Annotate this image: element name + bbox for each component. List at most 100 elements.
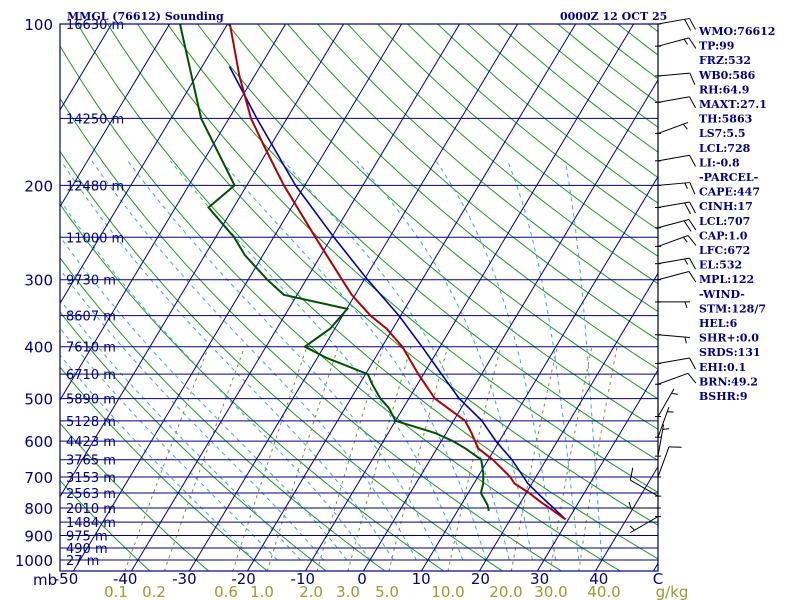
pressure-tick-label: 200	[24, 177, 53, 195]
mixing-ratio-line	[316, 346, 384, 571]
height-label: 16630 m	[66, 18, 124, 33]
index-entry: LFC:672	[699, 244, 750, 257]
temperature-axis-labels: -50 -40 -30 -20 -10 0 10 20 30 40 C	[54, 570, 663, 588]
mixing-ratio-tick-label: 40.0	[587, 583, 620, 600]
wind-barb	[655, 17, 696, 31]
dry-adiabat-line	[60, 97, 563, 571]
index-entry: CINH:17	[699, 200, 753, 213]
mixing-ratio-tick-label: 2.0	[299, 583, 323, 600]
dry-adiabat-line	[106, 24, 658, 526]
moist-adiabat-line	[221, 160, 487, 561]
pressure-tick-label: 900	[24, 527, 53, 545]
temperature-tick-label: 20	[471, 570, 490, 588]
wind-barb	[629, 516, 661, 534]
mixing-ratio-line	[163, 346, 246, 571]
wind-barb	[655, 424, 670, 457]
dry-adiabat-line	[377, 24, 658, 257]
moist-adiabat-line	[356, 160, 533, 561]
mixing-ratio-tick-label: g/kg	[656, 583, 689, 600]
dry-adiabat-line	[60, 479, 151, 571]
pressure-tick-label: 500	[24, 391, 53, 409]
pressure-tick-label: 400	[24, 339, 53, 357]
temperature-line	[228, 24, 567, 521]
isotherm-line	[536, 369, 658, 571]
temperature-tick-label: 0	[357, 570, 367, 588]
isotherm-line	[60, 24, 229, 305]
index-entry: TP:99	[699, 40, 734, 53]
wind-barb	[655, 301, 690, 309]
wind-barb	[655, 388, 678, 418]
isotherm-line	[60, 24, 287, 401]
index-entry: BSHR:9	[699, 390, 748, 403]
height-label: 12480 m	[66, 179, 124, 194]
height-label: 975 m	[66, 529, 108, 544]
height-labels: 16630 m 14250 m 12480 m 11000 m 9730 m 8607 m…	[66, 18, 124, 569]
mixing-ratio-tick-label: 1.0	[250, 583, 274, 600]
index-entry: MAXT:27.1	[699, 98, 767, 111]
wind-barb	[655, 201, 696, 215]
wind-barb	[655, 72, 696, 85]
height-label: 5128 m	[66, 415, 116, 430]
station-title: MMGL (76612) Sounding	[67, 10, 224, 23]
height-label: 1484 m	[66, 516, 116, 531]
index-entry: EHI:0.1	[699, 361, 746, 374]
height-label: 8607 m	[66, 310, 116, 325]
wind-barb	[655, 182, 696, 195]
moist-adiabat-line	[127, 160, 441, 561]
wind-barb	[655, 219, 697, 232]
dry-adiabat-line	[60, 422, 210, 571]
sounding-time: 0000Z 12 OCT 25	[560, 10, 667, 23]
moist-adiabat-line	[60, 160, 394, 561]
isotherm-line	[478, 272, 658, 571]
moist-adiabat-line	[60, 199, 371, 561]
dry-adiabat-line	[60, 150, 504, 571]
index-entry: HEL:6	[699, 317, 738, 330]
index-entry: SHR+:0.0	[699, 332, 759, 345]
wind-barb	[655, 446, 682, 478]
wind-barb	[655, 406, 674, 438]
index-entry: LCL:707	[699, 215, 750, 228]
index-entry: EL:532	[699, 259, 742, 272]
height-label: 11000 m	[66, 231, 124, 246]
mixing-ratio-lines	[124, 346, 618, 571]
index-entry: LCL:728	[699, 142, 751, 155]
dewpoint-line	[179, 24, 490, 512]
pressure-tick-label: 300	[24, 272, 53, 290]
index-entry: SRDS:131	[699, 346, 761, 359]
pressure-tick-label: 600	[24, 433, 53, 451]
wind-barb	[655, 235, 697, 247]
temperature-tick-label: C	[653, 570, 663, 588]
temperature-tick-label: 10	[412, 570, 431, 588]
isotherm-line	[60, 24, 171, 208]
mixing-ratio-tick-label: 0.1	[104, 583, 128, 600]
wind-barbs	[626, 17, 697, 534]
mixing-ratio-tick-label: 20.0	[489, 583, 522, 600]
isotherm-line	[246, 24, 577, 571]
isotherm-line	[304, 24, 635, 571]
dry-adiabat-line	[60, 366, 269, 571]
parcel-line	[228, 66, 567, 520]
isotherm-line	[60, 24, 113, 111]
mixing-ratio-tick-label: 30.0	[534, 583, 567, 600]
height-label: 2563 m	[66, 487, 116, 502]
mixing-ratio-line	[266, 346, 339, 571]
wind-barb	[655, 96, 696, 109]
mixing-ratio-line	[347, 346, 412, 571]
height-label: 4423 m	[66, 435, 116, 450]
isotherm-line	[420, 175, 658, 571]
index-entry: TH:5863	[699, 113, 752, 126]
wind-barb	[655, 357, 696, 370]
sounding-profiles	[179, 24, 567, 521]
height-label: 3153 m	[66, 471, 116, 486]
dry-adiabat-line	[166, 24, 658, 462]
index-entry: CAP:1.0	[699, 229, 748, 242]
wind-barb	[655, 334, 690, 344]
temperature-tick-label: -50	[54, 570, 79, 588]
pressure-unit-label: mb	[33, 571, 57, 589]
moist-adiabat-line	[60, 268, 324, 561]
dry-adiabat-line	[60, 45, 622, 571]
index-entry: WMO:76612	[698, 25, 775, 38]
isotherm-line	[130, 24, 461, 571]
height-label: 5890 m	[66, 393, 116, 408]
